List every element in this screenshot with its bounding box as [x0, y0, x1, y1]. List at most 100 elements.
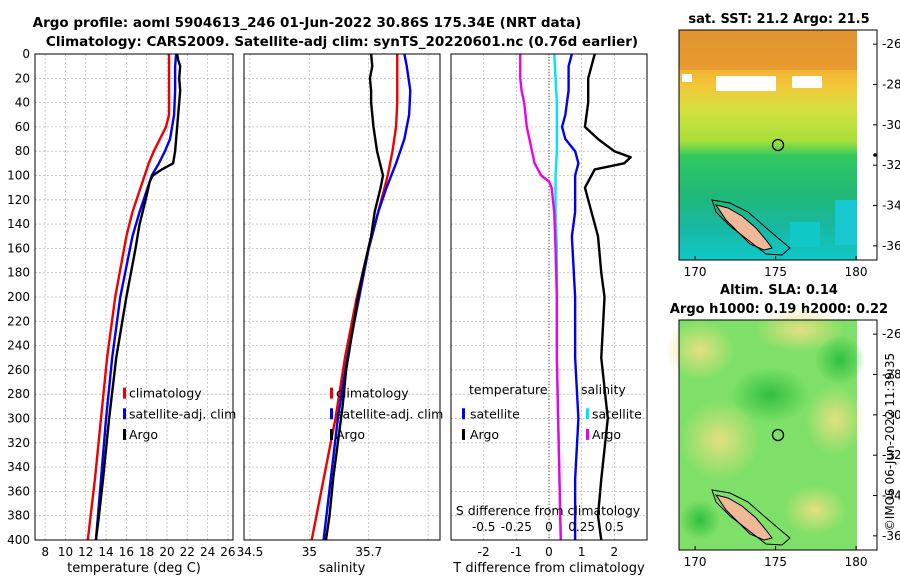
series-line-climatology: [86, 54, 171, 541]
y-tick-label: 40: [15, 96, 30, 110]
y-tick-label: 100: [7, 169, 30, 183]
y-tick-label: 320: [7, 436, 30, 450]
axes-frame: [243, 53, 441, 541]
y-tick-label: 140: [7, 217, 30, 231]
legend-swatch: [123, 408, 126, 420]
x-tick-label: 10: [58, 545, 73, 559]
map-y-tick-label: -36: [882, 239, 900, 253]
x2-axis-label: S difference from climatology: [456, 503, 641, 518]
sst-gap-2: [792, 76, 822, 88]
legend-swatch: [330, 428, 333, 440]
map-x-tick-label: 170: [684, 265, 707, 279]
y-tick-label: 400: [7, 533, 30, 547]
x-tick-label: 24: [200, 545, 215, 559]
x-tick-label: 35.7: [355, 545, 382, 559]
sst-cool-patch: [835, 200, 857, 245]
legend-label: satellite: [470, 406, 520, 421]
sla-argo-marker: [771, 428, 785, 442]
x-tick-label: 0: [545, 545, 553, 559]
map-x-tick-label: 180: [845, 555, 868, 569]
sla-high-4: [805, 385, 865, 455]
legend-label: Argo: [129, 427, 158, 442]
y-tick-label: 200: [7, 290, 30, 304]
y-tick-label: 20: [15, 71, 30, 85]
sst-gap-1: [716, 76, 776, 91]
x2-tick-label: -0.25: [501, 520, 532, 534]
y-tick-label: 380: [7, 509, 30, 523]
x-tick-label: 18: [139, 545, 154, 559]
sst-cool-patch-2: [790, 222, 820, 247]
sla-low-2: [815, 335, 865, 385]
sla-high-3: [680, 400, 760, 480]
x-axis-label: salinity: [319, 561, 366, 576]
legend-label: satellite-adj. clim: [336, 406, 443, 421]
x-tick-label: 1: [578, 545, 586, 559]
x-tick-label: 12: [78, 545, 93, 559]
legend-swatch: [330, 408, 333, 420]
sla-map-frame: [678, 319, 878, 551]
x-tick-label: 34.5: [237, 545, 264, 559]
map-y-tick-label: -34: [882, 489, 900, 503]
sla-map-subtitle: Argo h1000: 0.19 h2000: 0.22: [670, 302, 888, 317]
map-y-tick-label: -30: [882, 118, 900, 132]
map-y-tick-label: -28: [882, 367, 900, 381]
figure-title-line2: Climatology: CARS2009. Satellite-adj cli…: [46, 34, 638, 50]
legend-swatch: [330, 387, 333, 399]
legend-swatch: [123, 428, 126, 440]
map-x-tick-label: 175: [764, 555, 787, 569]
legend-label: Argo: [470, 427, 499, 442]
legend-label: satellite-adj. clim: [129, 406, 236, 421]
x-axis-label: T difference from climatology: [452, 561, 645, 576]
sla-map-panel: Altim. SLA: 0.14 Argo h1000: 0.19 h2000:…: [665, 283, 900, 569]
sst-argo-marker: [771, 138, 785, 152]
sst-map-title: sat. SST: 21.2 Argo: 21.5: [688, 12, 869, 27]
y-tick-label: 360: [7, 484, 30, 498]
salinity-panel: 34.5 35 35.7 salinity climatology satellite-a…: [237, 53, 443, 576]
map-x-tick-label: 170: [684, 555, 707, 569]
x-axis-label: temperature (deg C): [67, 561, 201, 576]
y-tick-label: 280: [7, 387, 30, 401]
y-tick-label: 340: [7, 460, 30, 474]
axes-frame: [34, 53, 234, 541]
map-y-tick-label: -36: [882, 529, 900, 543]
sla-low-3: [680, 500, 720, 540]
y-tick-label: 240: [7, 339, 30, 353]
sla-low-1: [730, 367, 810, 423]
x-tick-label: 8: [41, 545, 49, 559]
legend-label: Argo: [592, 427, 621, 442]
x2-tick-label: 0.5: [605, 520, 624, 534]
temperature-panel: 0 20 40 60 80 100 120 140 160 180 200 220 240 260 280 3…: [7, 47, 236, 576]
sla-map-title: Altim. SLA: 0.14: [720, 283, 838, 298]
y-tick-label: 160: [7, 241, 30, 255]
x-tick-label: 2: [611, 545, 619, 559]
axes-frame: [450, 53, 648, 541]
figure-title-line1: Argo profile: aoml 5904613_246 01-Jun-20…: [33, 15, 582, 31]
x-tick-label: 16: [119, 545, 134, 559]
x-tick-label: -2: [478, 545, 490, 559]
sla-land-island: [714, 494, 773, 541]
map-y-tick-label: -26: [882, 37, 900, 51]
legend-swatch: [586, 428, 589, 440]
series-line-s-argo: [519, 54, 562, 541]
y-tick-label: 0: [22, 47, 30, 61]
x-tick-label: 22: [180, 545, 195, 559]
sst-edge-dot: [873, 153, 877, 157]
legend-label: climatology: [336, 386, 409, 401]
legend-swatch: [462, 428, 465, 440]
sst-coast-contour: [711, 199, 791, 256]
map-x-tick-label: 175: [764, 265, 787, 279]
map-y-tick-label: -34: [882, 199, 900, 213]
x-tick-label: 26: [220, 545, 235, 559]
y-tick-label: 80: [15, 144, 30, 158]
map-y-tick-label: -30: [882, 408, 900, 422]
sst-gap-3: [682, 74, 692, 82]
legend-label: satellite: [592, 406, 642, 421]
y-tick-label: 60: [15, 120, 30, 134]
y-tick-label: 220: [7, 314, 30, 328]
legend-swatch: [586, 408, 589, 420]
y-tick-label: 180: [7, 266, 30, 280]
y-tick-label: 300: [7, 412, 30, 426]
legend-label: climatology: [129, 386, 202, 401]
map-y-tick-label: -32: [882, 158, 900, 172]
